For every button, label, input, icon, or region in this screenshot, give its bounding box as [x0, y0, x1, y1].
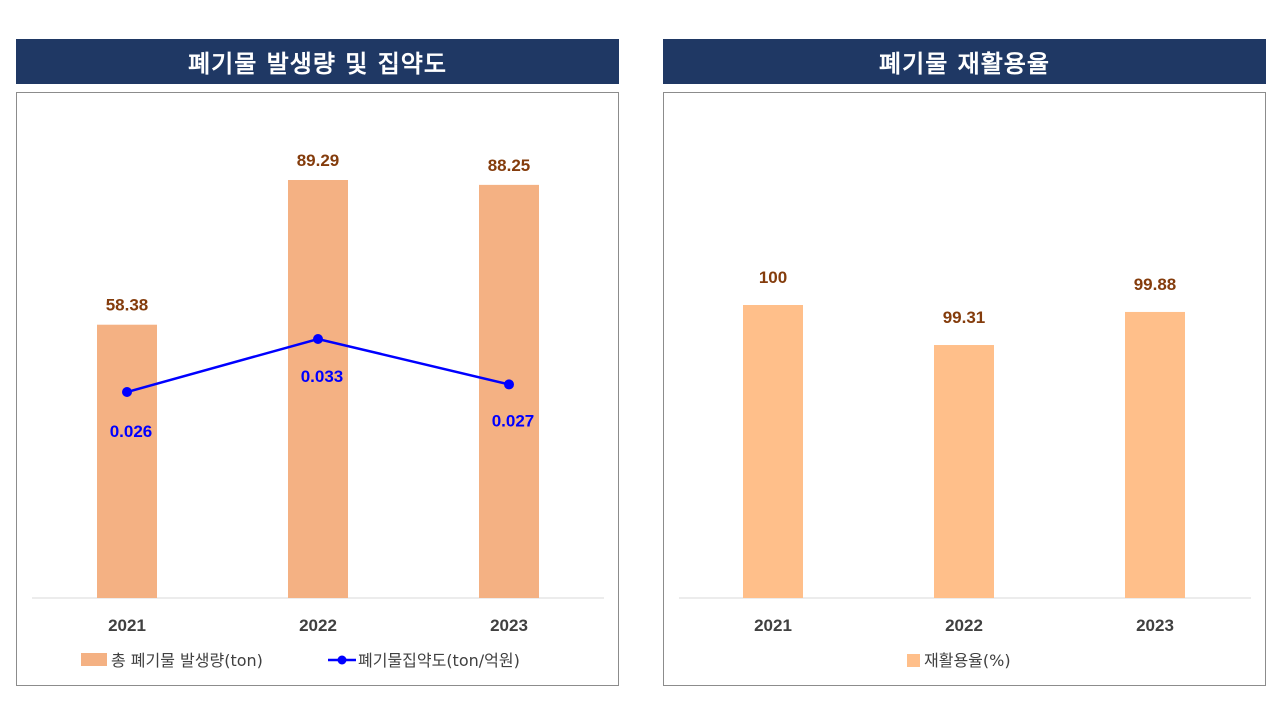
legend-marker-intensity — [337, 655, 347, 665]
bar-label-2022: 99.31 — [943, 308, 986, 327]
waste-generation-chart: 58.38 89.29 88.25 0.026 0.033 0.027 2021 2022 20… — [32, 151, 604, 670]
bar-label-2022: 89.29 — [297, 151, 340, 170]
intensity-label-2021: 0.026 — [110, 422, 153, 441]
legend-swatch-waste-generation — [81, 653, 107, 666]
legend-swatch-recycling-rate — [907, 654, 920, 667]
x-tick-2023: 2023 — [1136, 616, 1174, 635]
intensity-label-2023: 0.027 — [492, 411, 535, 430]
chart-title-recycling-rate: 폐기물 재활용율 — [663, 39, 1266, 84]
intensity-point-2021 — [122, 387, 132, 397]
intensity-point-2022 — [313, 334, 323, 344]
bar-waste-2023 — [479, 184, 539, 598]
recycling-rate-chart: 100 99.31 99.88 2021 2022 2023 재활용율(%) — [679, 268, 1251, 670]
x-tick-2022: 2022 — [945, 616, 983, 635]
x-tick-2021: 2021 — [754, 616, 792, 635]
bar-label-2021: 100 — [759, 268, 787, 287]
x-tick-2022: 2022 — [299, 616, 337, 635]
legend-label-waste-generation: 총 폐기물 발생량(ton) — [111, 651, 263, 670]
bar-label-2021: 58.38 — [106, 296, 149, 315]
bar-waste-2022 — [288, 180, 348, 598]
waste-generation-chart-panel: 58.38 89.29 88.25 0.026 0.033 0.027 2021 2022 20… — [16, 92, 619, 686]
bar-recycling-2023 — [1125, 311, 1185, 598]
intensity-point-2023 — [504, 379, 514, 390]
recycling-rate-chart-panel: 100 99.31 99.88 2021 2022 2023 재활용율(%) — [663, 92, 1266, 686]
x-tick-2021: 2021 — [108, 616, 146, 635]
legend-label-intensity: 폐기물집약도(ton/억원) — [358, 651, 520, 670]
bar-recycling-2021 — [743, 305, 803, 598]
bar-waste-2021 — [97, 324, 157, 598]
bar-label-2023: 99.88 — [1134, 275, 1177, 294]
x-tick-2023: 2023 — [490, 616, 528, 635]
bar-recycling-2022 — [934, 345, 994, 598]
bar-label-2023: 88.25 — [488, 156, 531, 175]
intensity-label-2022: 0.033 — [301, 367, 344, 386]
legend-label-recycling-rate: 재활용율(%) — [924, 651, 1011, 670]
chart-title-waste-generation: 폐기물 발생량 및 집약도 — [16, 39, 619, 84]
